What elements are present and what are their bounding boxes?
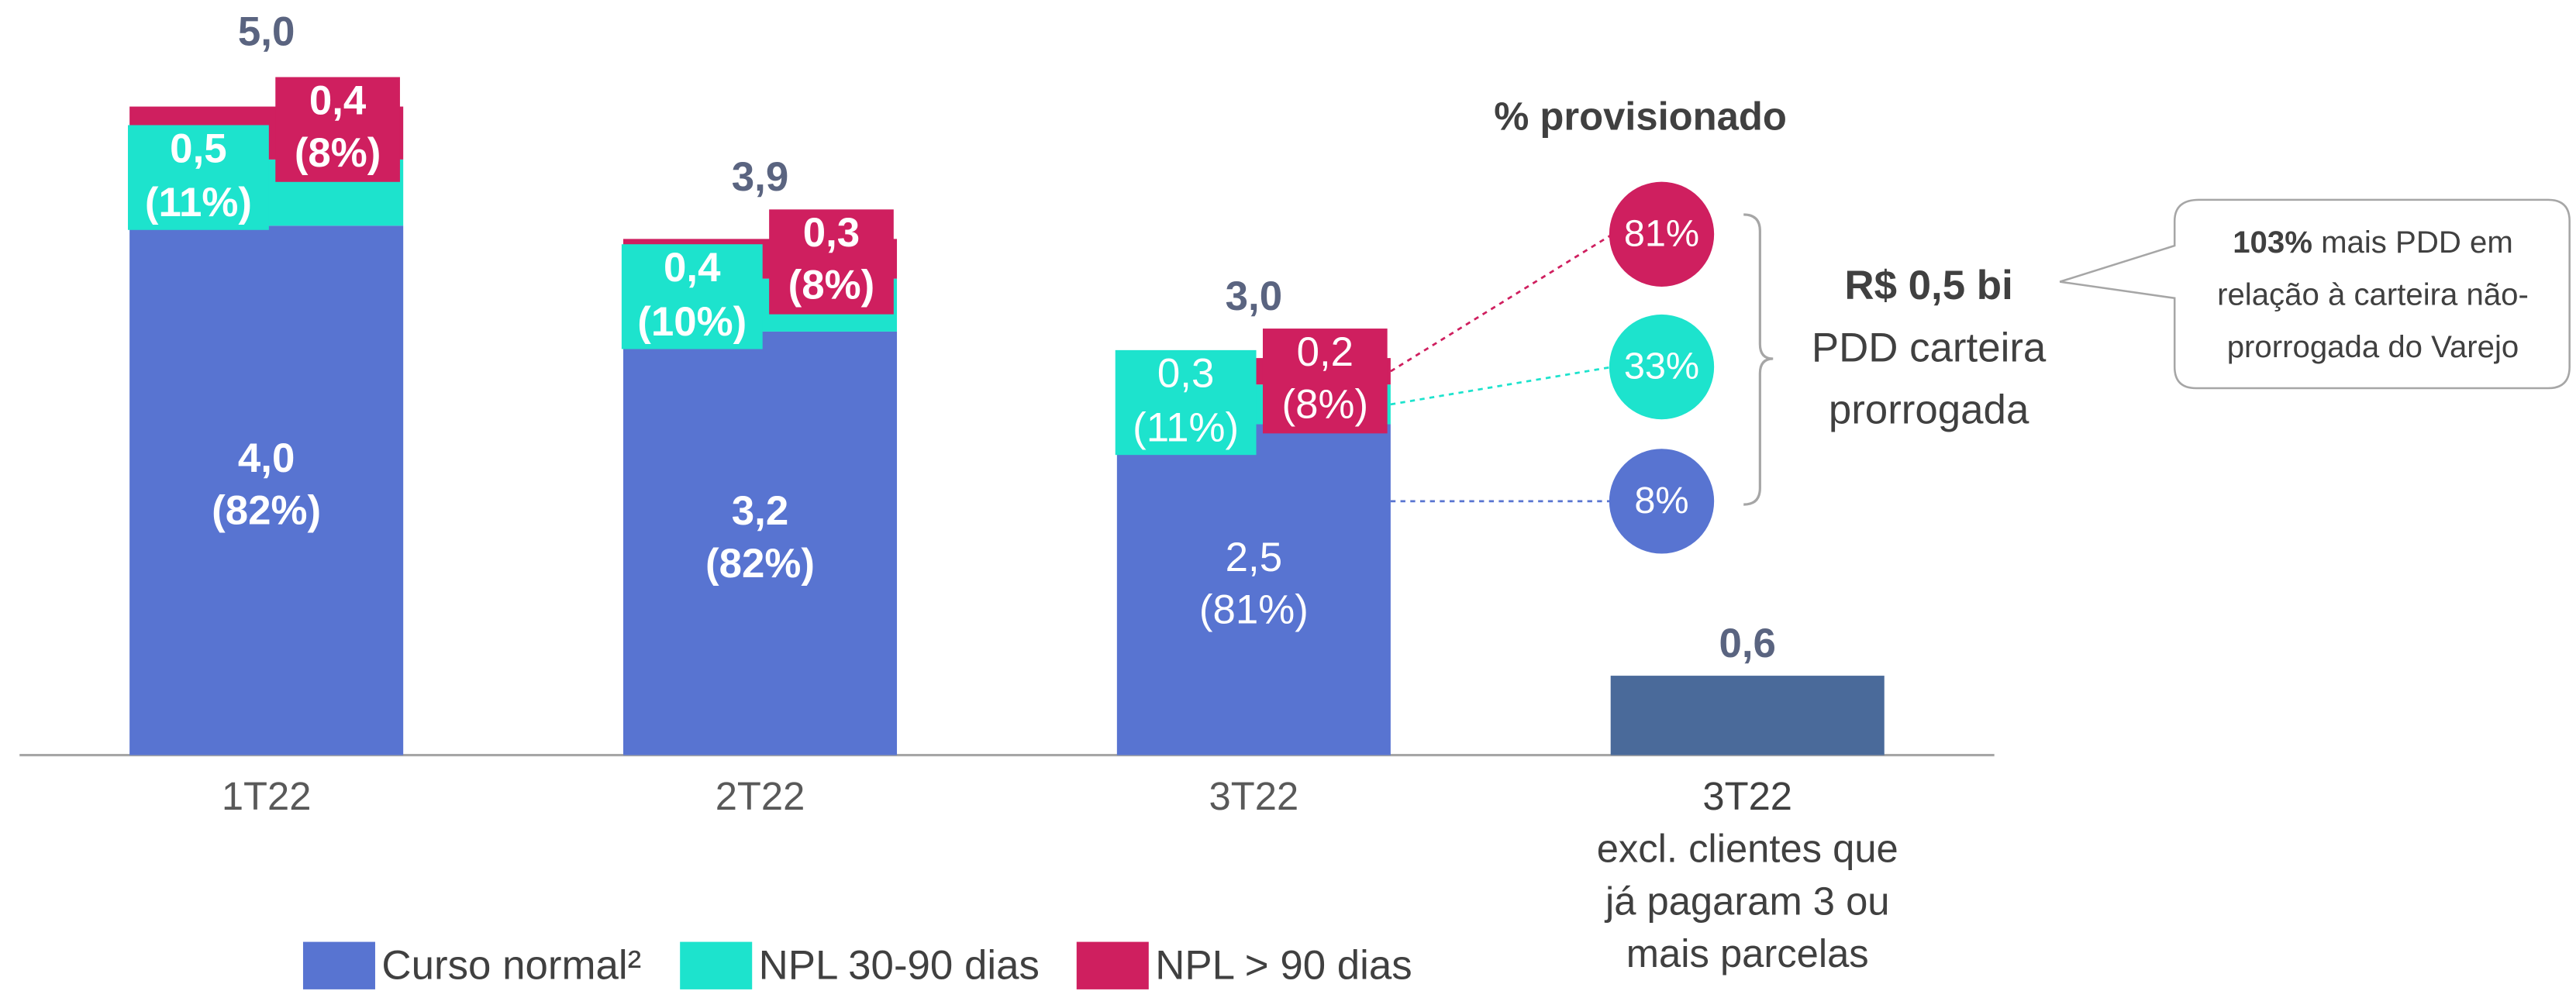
total-label: 3,9	[732, 154, 788, 200]
label-box	[128, 125, 269, 230]
brace-text: PDD carteira	[1812, 325, 2047, 370]
x-tick-label: 3T22	[1209, 774, 1299, 818]
value-label: 0,3	[803, 210, 860, 256]
bar-segment	[1116, 424, 1391, 755]
legend-label: NPL 30-90 dias	[759, 942, 1040, 988]
brace-bold: R$ 0,5 bi	[1844, 263, 2012, 308]
value-label: 4,0	[238, 435, 295, 481]
label-box	[769, 209, 894, 315]
legend-label: NPL > 90 dias	[1155, 942, 1412, 988]
share-label: (8%)	[295, 130, 381, 176]
x-tick-label: 3T22	[1702, 774, 1792, 818]
provision-circle	[1609, 181, 1715, 287]
x-tick-note: mais parcelas	[1626, 931, 1869, 976]
value-label: 0,2	[1297, 329, 1354, 375]
callout-line: prorrogada do Varejo	[2227, 329, 2519, 364]
callout-line: relação à carteira não-	[2217, 277, 2529, 311]
callout-bold: 103%	[2233, 225, 2312, 260]
label-box	[275, 77, 400, 182]
share-label: (8%)	[1282, 381, 1369, 427]
share-label: (10%)	[637, 299, 747, 345]
callout-text: 103% mais PDD em	[2233, 225, 2513, 260]
label-box	[1262, 329, 1388, 434]
provision-title: % provisionado	[1494, 95, 1787, 139]
value-label: 0,5	[170, 126, 226, 171]
share-label: (82%)	[705, 541, 815, 587]
legend-swatch	[680, 941, 753, 989]
share-label: (82%)	[212, 487, 321, 533]
provision-label: 33%	[1624, 346, 1699, 387]
bar-segment	[129, 225, 404, 755]
callout-line: mais PDD em	[2312, 225, 2513, 260]
total-label: 5,0	[238, 9, 295, 54]
leader-line	[1390, 233, 1613, 373]
value-label: 0,4	[309, 77, 367, 123]
legend-label: Curso normal²	[381, 942, 641, 988]
leader-line	[1390, 366, 1613, 406]
label-box	[621, 244, 763, 349]
x-tick-label: 2T22	[716, 774, 805, 818]
provision-circle	[1609, 449, 1715, 554]
share-label: (8%)	[788, 263, 875, 308]
provision-label: 8%	[1634, 480, 1688, 521]
value-label: 0,3	[1157, 351, 1214, 397]
x-tick-label: 1T22	[222, 774, 312, 818]
value-label: 3,2	[732, 488, 788, 534]
bar	[1610, 676, 1885, 755]
label-box	[1115, 349, 1257, 456]
legend-swatch	[302, 941, 375, 989]
bar-segment	[622, 331, 898, 755]
brace-text: prorrogada	[1829, 387, 2029, 433]
brace	[1743, 213, 1774, 506]
value-label: 0,4	[664, 245, 721, 291]
share-label: (11%)	[145, 180, 252, 225]
total-label: 0,6	[1719, 621, 1775, 666]
value-label: 2,5	[1226, 535, 1282, 580]
legend-swatch	[1076, 941, 1149, 989]
provision-circle	[1609, 314, 1715, 420]
share-label: (11%)	[1133, 404, 1239, 450]
total-label: 3,0	[1226, 274, 1282, 319]
callout-bubble	[2059, 198, 2571, 390]
x-tick-note: excl. clientes que	[1597, 827, 1898, 871]
x-tick-note: já pagaram 3 ou	[1604, 879, 1890, 923]
provision-label: 81%	[1624, 212, 1699, 254]
share-label: (81%)	[1199, 587, 1309, 633]
